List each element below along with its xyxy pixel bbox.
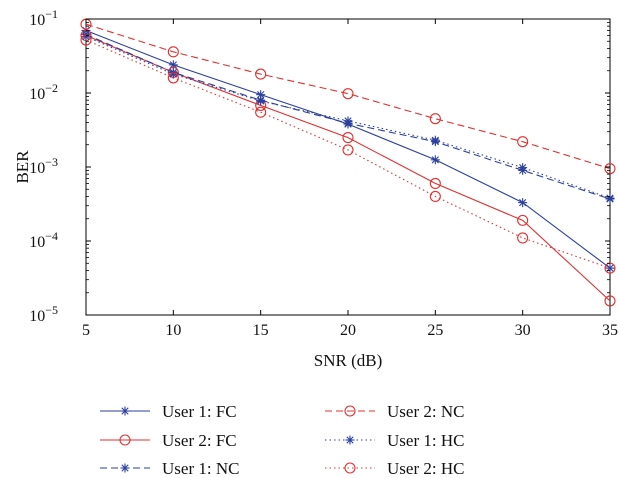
series-user-2-fc bbox=[80, 29, 616, 307]
plot-frame bbox=[85, 18, 611, 316]
data-point bbox=[605, 193, 615, 203]
series-user-2-hc bbox=[80, 34, 616, 274]
legend-item: User 1: FC bbox=[100, 402, 237, 421]
legend-label: User 1: FC bbox=[162, 402, 237, 421]
data-point bbox=[255, 68, 267, 80]
legend-label: User 2: FC bbox=[162, 431, 237, 450]
data-point bbox=[167, 72, 179, 84]
data-point bbox=[255, 106, 267, 118]
x-tick-label: 25 bbox=[427, 322, 443, 339]
data-point bbox=[604, 295, 616, 307]
legend-item: User 1: NC bbox=[100, 459, 239, 478]
legend-marker bbox=[120, 406, 130, 416]
y-tick-label: 10−3 bbox=[29, 155, 58, 177]
data-point bbox=[517, 232, 529, 244]
legend-marker bbox=[119, 434, 131, 446]
legend-item: User 2: FC bbox=[100, 431, 237, 450]
legend-label: User 2: NC bbox=[387, 402, 464, 421]
legend-marker bbox=[120, 463, 130, 473]
data-point bbox=[429, 177, 441, 189]
x-tick-label: 15 bbox=[253, 322, 269, 339]
data-point bbox=[80, 34, 92, 46]
legend-label: User 1: HC bbox=[387, 431, 464, 450]
data-point bbox=[604, 163, 616, 175]
legend-marker bbox=[345, 435, 355, 445]
series-line bbox=[85, 29, 611, 269]
legend-label: User 2: HC bbox=[387, 459, 464, 478]
x-tick-label: 20 bbox=[340, 322, 356, 339]
legend-item: User 1: HC bbox=[325, 431, 464, 450]
legend: User 1: FC User 2: NC User 2: FC User 1: HC… bbox=[100, 402, 464, 478]
legend-marker bbox=[344, 405, 356, 417]
legend-item: User 2: NC bbox=[325, 402, 464, 421]
legend-label: User 1: NC bbox=[162, 459, 239, 478]
data-point bbox=[342, 132, 354, 144]
data-point bbox=[429, 190, 441, 202]
y-tick-label: 10−4 bbox=[29, 229, 58, 251]
data-point bbox=[430, 135, 440, 145]
series-line bbox=[85, 34, 611, 302]
x-tick-label: 35 bbox=[602, 322, 618, 339]
y-tick-label: 10−1 bbox=[29, 7, 58, 29]
x-tick-label: 30 bbox=[515, 322, 531, 339]
data-point bbox=[343, 116, 353, 126]
y-axis-label: BER bbox=[13, 150, 32, 184]
axes-layer: 5 10 15 20 25 30 35 10−5 10−4 10−3 10−2 10−1 bbox=[29, 7, 618, 339]
data-point bbox=[429, 113, 441, 125]
data-point bbox=[342, 144, 354, 156]
y-tick-label: 10−5 bbox=[29, 303, 58, 325]
data-point bbox=[517, 214, 529, 226]
legend-marker bbox=[344, 462, 356, 474]
x-tick-label: 10 bbox=[165, 322, 181, 339]
data-point bbox=[518, 198, 528, 208]
legend-item: User 2: HC bbox=[325, 459, 464, 478]
series-line bbox=[85, 23, 611, 170]
series-user-1-hc bbox=[81, 32, 615, 203]
data-point bbox=[517, 136, 529, 148]
data-point bbox=[167, 46, 179, 58]
series-layer bbox=[80, 18, 616, 307]
series-user-2-nc bbox=[80, 18, 616, 175]
x-tick-label: 5 bbox=[82, 322, 90, 339]
data-point bbox=[342, 88, 354, 100]
data-point bbox=[256, 96, 266, 106]
x-axis-label: SNR (dB) bbox=[314, 351, 382, 370]
y-tick-label: 10−2 bbox=[29, 81, 58, 103]
series-user-1-fc bbox=[81, 25, 615, 273]
data-point bbox=[518, 163, 528, 173]
series-line bbox=[85, 39, 611, 269]
data-point bbox=[430, 155, 440, 165]
